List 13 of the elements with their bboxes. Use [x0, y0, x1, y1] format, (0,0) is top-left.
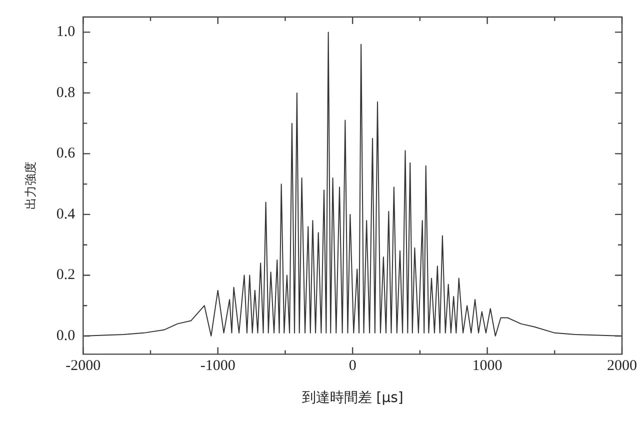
x-tick-label: 2000 [607, 358, 637, 374]
y-tick-label: 0.2 [56, 267, 76, 284]
x-axis-title: 到達時間差 [μs] [302, 390, 404, 406]
y-tick-label: 1.0 [56, 24, 76, 40]
y-axis-title: 出力強度 [23, 162, 38, 210]
y-tick-label: 0.4 [56, 206, 76, 222]
y-tick-label: 0.0 [56, 328, 76, 344]
y-tick-label: 0.6 [56, 146, 76, 162]
x-tick-label: -1000 [200, 358, 236, 374]
x-tick-label: 1000 [472, 358, 502, 374]
x-tick-label: -2000 [66, 358, 101, 374]
x-tick-label: 0 [348, 358, 356, 374]
y-tick-label: 0.8 [56, 84, 76, 101]
